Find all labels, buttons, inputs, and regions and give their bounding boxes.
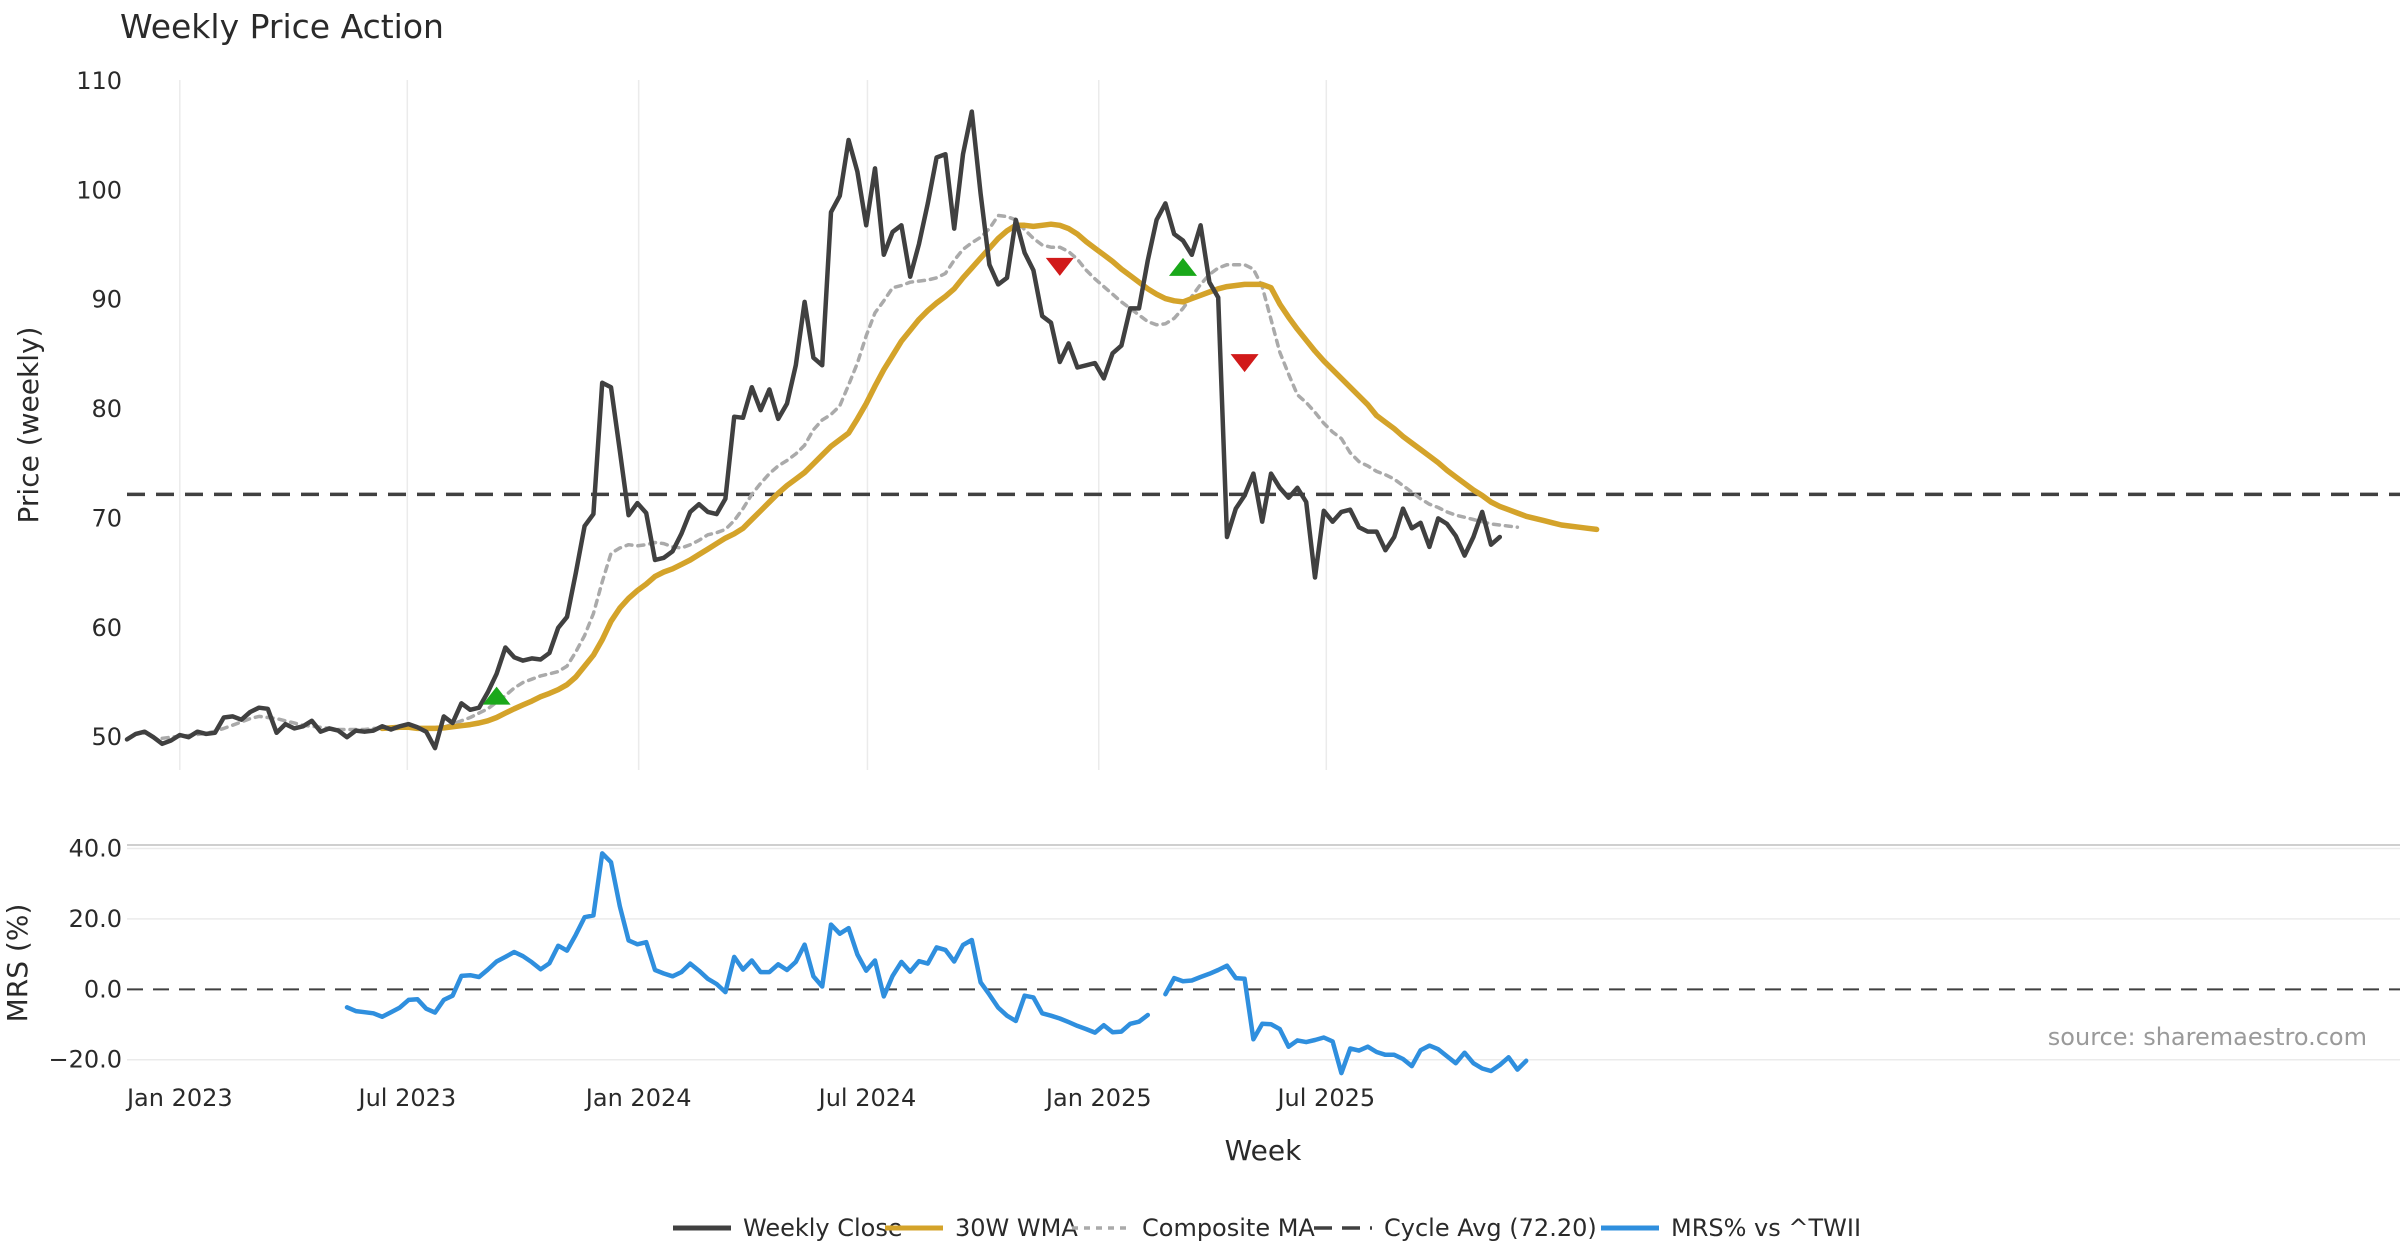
price-y-tick-60: 60 bbox=[91, 614, 122, 642]
price-y-axis-label: Price (weekly) bbox=[12, 327, 45, 524]
x-tick-3: Jul 2024 bbox=[817, 1084, 917, 1112]
price-panel-signals bbox=[482, 257, 1259, 705]
price-y-tick-100: 100 bbox=[76, 176, 122, 204]
legend-label-1: 30W WMA bbox=[955, 1214, 1078, 1242]
x-axis-label: Week bbox=[1225, 1134, 1302, 1167]
price-y-ticks: 50 60 70 80 90 100 110 bbox=[76, 67, 122, 751]
price-y-tick-50: 50 bbox=[91, 723, 122, 751]
buy-signal-marker-0 bbox=[482, 686, 511, 705]
mrs-y-tick-3: 40.0 bbox=[69, 835, 122, 863]
x-tick-0: Jan 2023 bbox=[125, 1084, 233, 1112]
source-label: source: sharemaestro.com bbox=[2048, 1023, 2367, 1051]
mrs-panel-series bbox=[344, 851, 1529, 1076]
mrs-line-segment-1 bbox=[1163, 963, 1529, 1076]
sell-signal-marker-1 bbox=[1045, 257, 1074, 276]
mrs-line-segment-0 bbox=[344, 851, 1151, 1035]
mrs-y-ticks: −20.0 0.0 20.0 40.0 bbox=[48, 835, 122, 1074]
wma-30w-line bbox=[379, 221, 1600, 732]
price-y-tick-90: 90 bbox=[91, 286, 122, 314]
x-tick-1: Jul 2023 bbox=[357, 1084, 457, 1112]
mrs-panel-grid bbox=[127, 844, 2400, 1061]
legend-label-2: Composite MA bbox=[1142, 1214, 1315, 1242]
chart-title: Weekly Price Action bbox=[120, 7, 444, 46]
price-panel-grid bbox=[179, 80, 1328, 770]
composite-ma-line bbox=[160, 213, 1520, 741]
price-y-tick-80: 80 bbox=[91, 395, 122, 423]
buy-signal-marker-2 bbox=[1169, 257, 1197, 276]
legend-label-4: MRS% vs ^TWII bbox=[1671, 1214, 1861, 1242]
x-tick-4: Jan 2025 bbox=[1044, 1084, 1152, 1112]
legend: Weekly Close 30W WMA Composite MA Cycle Avg… bbox=[673, 1214, 1861, 1242]
x-axis-ticks: Jan 2023 Jul 2023 Jan 2024 Jul 2024 Jan 2025… bbox=[125, 1084, 1375, 1112]
legend-label-0: Weekly Close bbox=[743, 1214, 903, 1242]
x-tick-2: Jan 2024 bbox=[584, 1084, 692, 1112]
mrs-y-tick-1: 0.0 bbox=[84, 975, 122, 1003]
price-y-tick-110: 110 bbox=[76, 67, 122, 95]
price-y-tick-70: 70 bbox=[91, 504, 122, 532]
sell-signal-marker-3 bbox=[1230, 354, 1259, 373]
mrs-y-tick-0: −20.0 bbox=[48, 1046, 122, 1074]
weekly-close-line bbox=[124, 109, 1503, 751]
price-panel-series bbox=[124, 109, 1600, 751]
legend-label-3: Cycle Avg (72.20) bbox=[1384, 1214, 1597, 1242]
mrs-y-axis-label: MRS (%) bbox=[1, 904, 34, 1023]
mrs-y-tick-2: 20.0 bbox=[69, 905, 122, 933]
x-tick-5: Jul 2025 bbox=[1275, 1084, 1375, 1112]
